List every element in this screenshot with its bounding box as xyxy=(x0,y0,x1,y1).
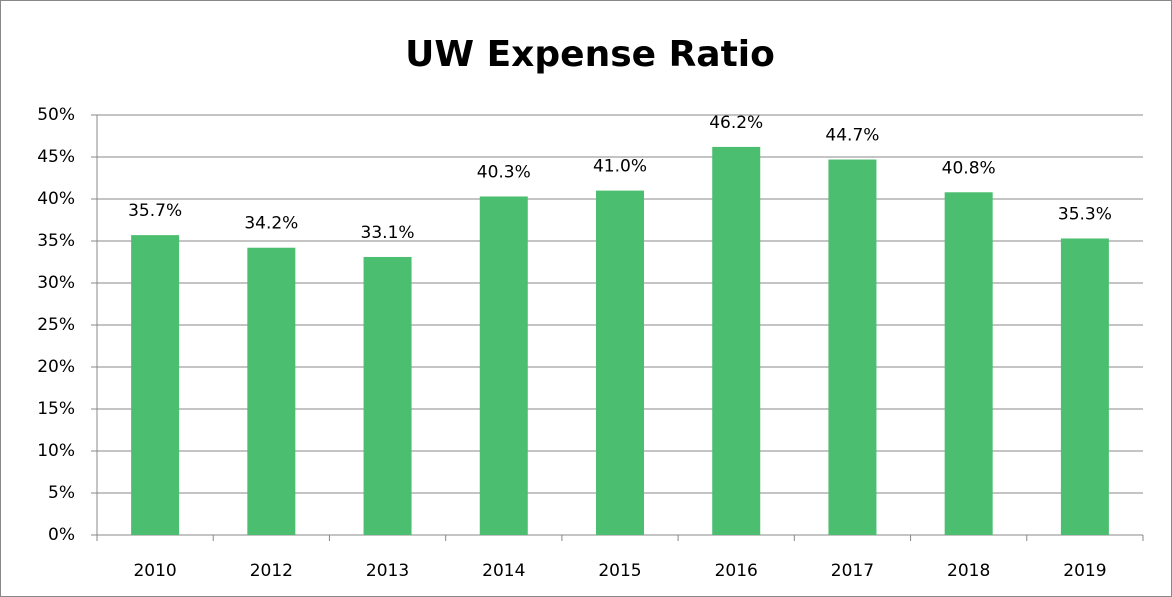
data-label: 35.7% xyxy=(128,201,182,221)
y-tick-label: 45% xyxy=(37,147,75,167)
bar xyxy=(479,196,528,536)
x-tick-label: 2016 xyxy=(715,561,758,581)
x-tick-label: 2015 xyxy=(598,561,641,581)
x-tick-label: 2012 xyxy=(250,561,293,581)
y-tick-label: 5% xyxy=(48,483,75,503)
y-tick-label: 50% xyxy=(37,105,75,125)
data-label: 33.1% xyxy=(361,223,415,243)
bar xyxy=(363,256,412,535)
x-tick-label: 2014 xyxy=(482,561,525,581)
data-label: 35.3% xyxy=(1058,204,1112,224)
data-label: 34.2% xyxy=(244,214,298,234)
x-tick-label: 2017 xyxy=(831,561,874,581)
x-tick-label: 2019 xyxy=(1063,561,1106,581)
chart-title: UW Expense Ratio xyxy=(405,34,775,75)
x-tick-label: 2010 xyxy=(133,561,176,581)
bar xyxy=(131,235,180,535)
bar xyxy=(712,146,761,536)
y-tick-label: 10% xyxy=(37,441,75,461)
x-tick-label: 2013 xyxy=(366,561,409,581)
data-label: 44.7% xyxy=(825,126,879,146)
bar xyxy=(1060,238,1109,536)
bar xyxy=(828,159,877,535)
data-label: 46.2% xyxy=(709,113,763,133)
bar xyxy=(596,190,644,535)
y-tick-label: 25% xyxy=(37,315,75,335)
y-tick-label: 40% xyxy=(37,189,75,209)
data-label: 40.3% xyxy=(477,162,531,182)
data-label: 41.0% xyxy=(593,157,647,177)
bar xyxy=(247,247,296,535)
y-tick-label: 15% xyxy=(37,399,75,419)
y-tick-label: 20% xyxy=(37,357,75,377)
y-tick-label: 0% xyxy=(48,525,75,545)
data-label: 40.8% xyxy=(942,158,996,178)
y-tick-label: 30% xyxy=(37,273,75,293)
bar xyxy=(944,192,993,535)
x-tick-label: 2018 xyxy=(947,561,990,581)
y-tick-label: 35% xyxy=(37,231,75,251)
